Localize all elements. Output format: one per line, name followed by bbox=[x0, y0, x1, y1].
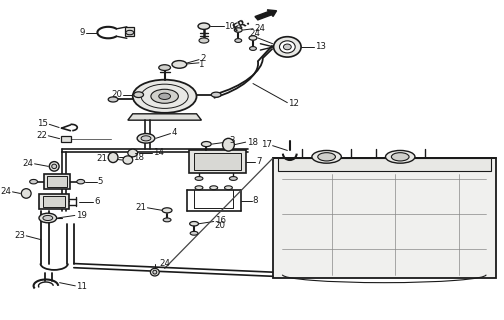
Bar bbox=[125, 27, 134, 36]
Ellipse shape bbox=[223, 138, 234, 151]
Ellipse shape bbox=[151, 89, 178, 103]
Text: 8: 8 bbox=[253, 196, 258, 205]
Text: 5: 5 bbox=[98, 177, 103, 186]
Ellipse shape bbox=[229, 177, 237, 180]
Ellipse shape bbox=[392, 153, 409, 161]
Text: 15: 15 bbox=[37, 119, 48, 128]
Text: 24: 24 bbox=[23, 159, 34, 168]
Bar bbox=[194, 153, 241, 170]
Ellipse shape bbox=[128, 149, 138, 157]
Ellipse shape bbox=[195, 177, 203, 180]
Ellipse shape bbox=[249, 47, 257, 50]
Text: 12: 12 bbox=[288, 99, 299, 108]
Text: 17: 17 bbox=[261, 140, 272, 149]
Ellipse shape bbox=[77, 180, 85, 184]
Text: 23: 23 bbox=[14, 231, 25, 240]
Text: 14: 14 bbox=[153, 148, 164, 157]
Text: 7: 7 bbox=[257, 157, 262, 166]
Text: 20: 20 bbox=[111, 90, 122, 99]
Ellipse shape bbox=[141, 136, 151, 141]
Ellipse shape bbox=[210, 186, 218, 190]
Ellipse shape bbox=[274, 37, 301, 57]
Text: 11: 11 bbox=[76, 282, 87, 291]
Bar bbox=[60, 136, 72, 141]
Text: 9: 9 bbox=[79, 28, 85, 37]
Ellipse shape bbox=[134, 92, 144, 98]
Ellipse shape bbox=[150, 268, 159, 276]
Text: 20: 20 bbox=[215, 221, 226, 230]
Text: 13: 13 bbox=[316, 42, 326, 52]
Ellipse shape bbox=[153, 270, 157, 274]
Ellipse shape bbox=[21, 189, 31, 198]
Text: FR.: FR. bbox=[231, 16, 251, 33]
Text: 1: 1 bbox=[198, 60, 204, 69]
Ellipse shape bbox=[234, 28, 242, 32]
Ellipse shape bbox=[163, 218, 171, 222]
Ellipse shape bbox=[49, 162, 59, 171]
Text: 3: 3 bbox=[229, 136, 235, 145]
Ellipse shape bbox=[235, 39, 242, 43]
Ellipse shape bbox=[199, 38, 209, 43]
Ellipse shape bbox=[126, 30, 134, 35]
Ellipse shape bbox=[190, 221, 199, 226]
Text: 21: 21 bbox=[136, 203, 147, 212]
Text: 24: 24 bbox=[254, 24, 265, 33]
Text: 22: 22 bbox=[36, 131, 47, 140]
Text: 21: 21 bbox=[96, 154, 107, 163]
Ellipse shape bbox=[123, 156, 133, 164]
Text: 24: 24 bbox=[249, 29, 260, 38]
Polygon shape bbox=[128, 114, 202, 120]
Ellipse shape bbox=[43, 215, 53, 220]
Ellipse shape bbox=[249, 36, 257, 40]
Ellipse shape bbox=[224, 186, 232, 190]
Text: 2: 2 bbox=[200, 54, 206, 63]
Text: 18: 18 bbox=[133, 153, 144, 162]
Bar bbox=[39, 194, 69, 209]
Bar bbox=[43, 196, 66, 207]
Ellipse shape bbox=[133, 80, 197, 113]
Ellipse shape bbox=[211, 92, 221, 97]
Text: 10: 10 bbox=[224, 22, 235, 31]
Ellipse shape bbox=[280, 41, 295, 53]
Ellipse shape bbox=[386, 150, 415, 163]
FancyArrow shape bbox=[255, 10, 277, 20]
Ellipse shape bbox=[283, 44, 291, 50]
Ellipse shape bbox=[52, 164, 56, 169]
Text: 19: 19 bbox=[76, 211, 87, 220]
Bar bbox=[189, 150, 245, 173]
Text: 6: 6 bbox=[94, 197, 100, 206]
Text: 24: 24 bbox=[1, 187, 12, 196]
Text: 4: 4 bbox=[171, 128, 177, 137]
Text: 16: 16 bbox=[215, 216, 226, 225]
Ellipse shape bbox=[190, 231, 198, 235]
Bar bbox=[47, 176, 67, 188]
Bar bbox=[273, 158, 496, 278]
Ellipse shape bbox=[159, 93, 170, 100]
Ellipse shape bbox=[108, 97, 118, 102]
Text: 18: 18 bbox=[246, 138, 258, 147]
Ellipse shape bbox=[108, 152, 118, 163]
Text: 24: 24 bbox=[160, 259, 171, 268]
Ellipse shape bbox=[202, 141, 211, 147]
Bar bbox=[44, 174, 70, 189]
Ellipse shape bbox=[30, 180, 37, 184]
Ellipse shape bbox=[137, 133, 155, 143]
Ellipse shape bbox=[162, 208, 172, 213]
Ellipse shape bbox=[312, 150, 341, 163]
Ellipse shape bbox=[172, 60, 186, 68]
Ellipse shape bbox=[198, 23, 210, 29]
Ellipse shape bbox=[195, 186, 203, 190]
Ellipse shape bbox=[159, 65, 170, 70]
Ellipse shape bbox=[318, 153, 336, 161]
Ellipse shape bbox=[39, 213, 56, 223]
Bar bbox=[278, 158, 491, 171]
